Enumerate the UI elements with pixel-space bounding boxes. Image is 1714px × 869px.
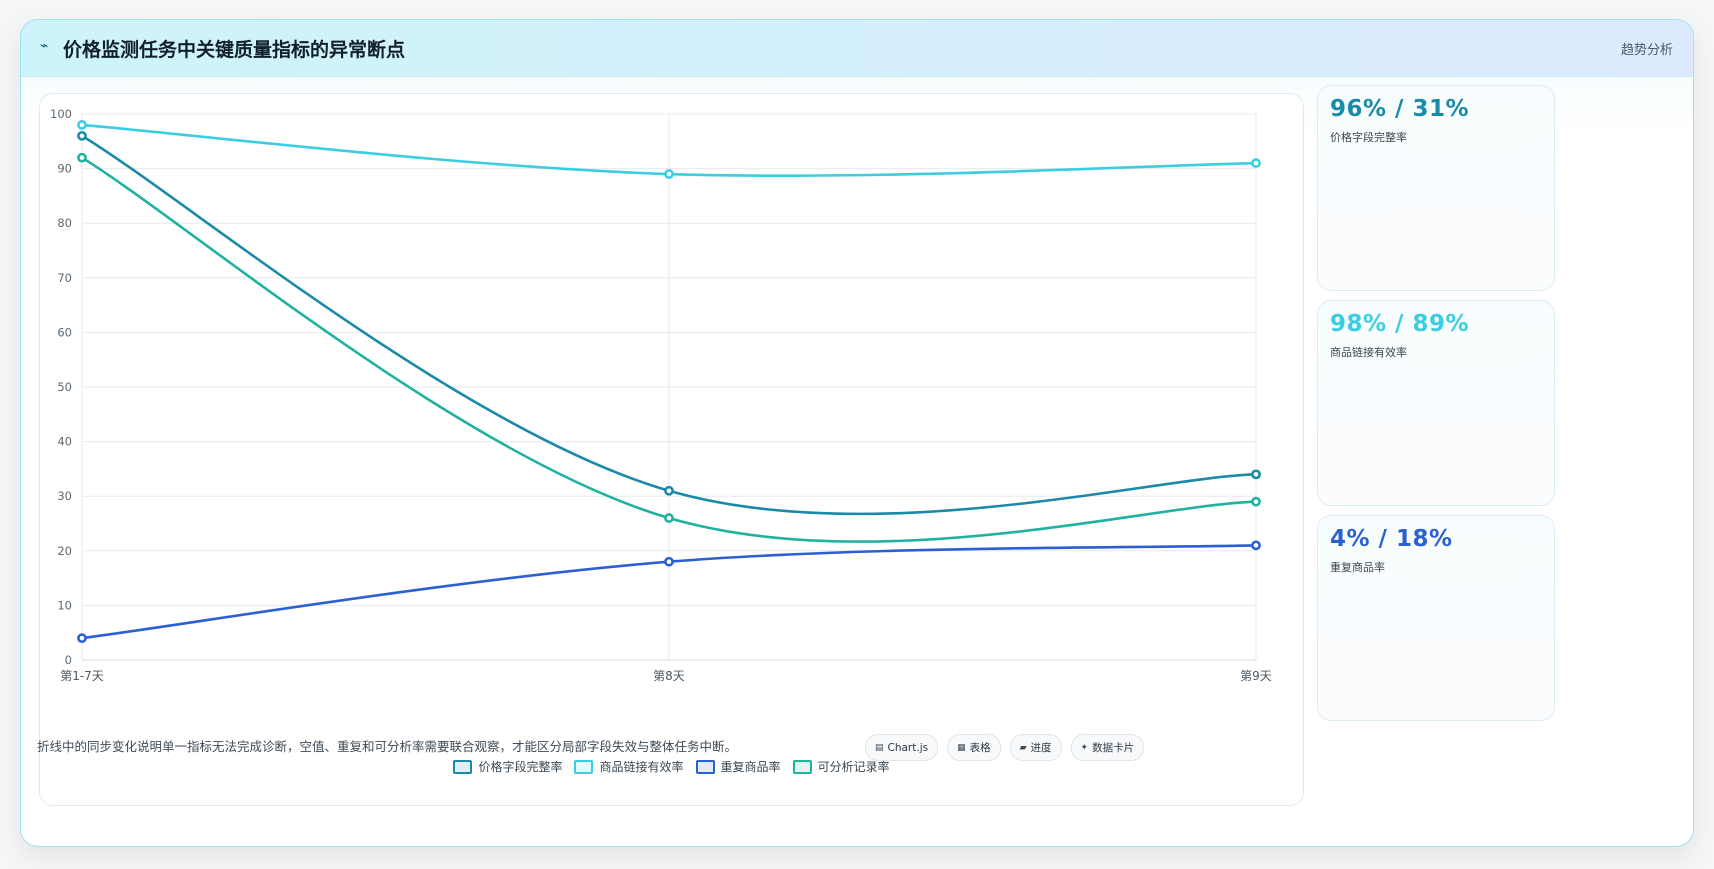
stat-value: 98% / 89% xyxy=(1330,311,1470,337)
y-tick-label: 30 xyxy=(57,489,72,503)
legend-label: 价格字段完整率 xyxy=(478,760,563,774)
legend-swatch xyxy=(574,759,594,774)
legend-item[interactable]: 重复商品率 xyxy=(695,758,781,775)
line-chart: 0 10 20 30 40 50 60 70 80 90 100 第1-7天 第8天 第9天 xyxy=(50,107,1272,683)
chip-data-cards[interactable]: ✦ 数据卡片 xyxy=(1070,734,1145,761)
data-point xyxy=(77,130,87,141)
table-icon: ▦ xyxy=(957,742,966,753)
dashboard-card: ⌁ 价格监测任务中关键质量指标的异常断点 趋势分析 0 10 20 30 40 50 60 7… xyxy=(20,19,1694,847)
data-point xyxy=(77,633,87,644)
y-tick-label: 70 xyxy=(57,271,72,285)
stat-value: 96% / 31% xyxy=(1330,96,1470,122)
chip-chartjs[interactable]: ▤ Chart.js xyxy=(865,734,939,761)
chart-panel: 0 10 20 30 40 50 60 70 80 90 100 第1-7天 第8天 第9天 价格字段完整… xyxy=(39,93,1304,806)
chip-label: 进度 xyxy=(1030,742,1052,754)
legend-swatch xyxy=(453,759,473,774)
stat-card-price-completeness: 96% / 31% 价格字段完整率 xyxy=(1317,85,1555,291)
tech-chips: ▤ Chart.js ▦ 表格 ▰ 进度 ✦ 数据卡片 xyxy=(865,734,1145,761)
legend-item[interactable]: 价格字段完整率 xyxy=(453,758,562,775)
x-tick-label: 第8天 xyxy=(653,669,685,683)
sparkle-icon: ✦ xyxy=(1080,742,1089,753)
stat-label: 价格字段完整率 xyxy=(1330,131,1407,144)
x-tick-label: 第9天 xyxy=(1240,669,1272,683)
y-tick-label: 100 xyxy=(50,107,72,121)
x-tick-label: 第1-7天 xyxy=(60,669,104,683)
data-point xyxy=(1251,158,1261,169)
data-point xyxy=(1251,540,1261,551)
data-point xyxy=(77,152,87,163)
trend-analysis-link[interactable]: 趋势分析 xyxy=(1620,43,1673,58)
y-tick-label: 80 xyxy=(57,216,72,230)
data-point xyxy=(1251,469,1261,480)
data-point xyxy=(664,556,674,567)
footer-note: 折线中的同步变化说明单一指标无法完成诊断，空值、重复和可分析率需要联合观察，才能… xyxy=(37,739,738,754)
chip-progress[interactable]: ▰ 进度 xyxy=(1009,734,1062,761)
stat-label: 重复商品率 xyxy=(1330,561,1385,574)
y-tick-label: 50 xyxy=(57,380,72,394)
chip-label: Chart.js xyxy=(887,741,929,754)
chip-label: 数据卡片 xyxy=(1092,742,1135,754)
legend-item[interactable]: 可分析记录率 xyxy=(792,758,890,775)
progress-icon: ▰ xyxy=(1019,742,1027,753)
y-tick-label: 40 xyxy=(57,435,72,449)
data-point xyxy=(664,513,674,523)
stat-card-duplicate-rate: 4% / 18% 重复商品率 xyxy=(1317,515,1555,721)
legend-swatch xyxy=(695,759,715,774)
stat-card-link-validity: 98% / 89% 商品链接有效率 xyxy=(1317,300,1555,506)
y-tick-label: 10 xyxy=(57,598,72,612)
chart-legend: 价格字段完整率 商品链接有效率 重复商品率 可分析记录率 xyxy=(40,758,1303,775)
data-point xyxy=(664,485,674,496)
y-tick-label: 60 xyxy=(57,325,72,339)
legend-swatch xyxy=(792,759,812,774)
chart-icon: ▤ xyxy=(875,742,884,753)
page-title: 价格监测任务中关键质量指标的异常断点 xyxy=(63,39,406,61)
chip-label: 表格 xyxy=(969,742,991,754)
chip-table[interactable]: ▦ 表格 xyxy=(947,734,1001,761)
legend-item[interactable]: 商品链接有效率 xyxy=(574,758,684,775)
y-tick-label: 90 xyxy=(57,162,72,176)
data-point xyxy=(664,169,674,179)
y-tick-label: 20 xyxy=(57,544,72,558)
y-tick-label: 0 xyxy=(65,653,72,667)
legend-label: 可分析记录率 xyxy=(817,760,890,774)
legend-label: 重复商品率 xyxy=(720,760,781,774)
card-header: ⌁ 价格监测任务中关键质量指标的异常断点 趋势分析 xyxy=(21,20,1693,77)
stat-label: 商品链接有效率 xyxy=(1330,346,1407,359)
pulse-icon: ⌁ xyxy=(40,38,49,54)
data-point xyxy=(77,120,87,130)
data-point xyxy=(1251,496,1261,507)
stat-value: 4% / 18% xyxy=(1330,526,1453,552)
legend-label: 商品链接有效率 xyxy=(599,760,684,774)
